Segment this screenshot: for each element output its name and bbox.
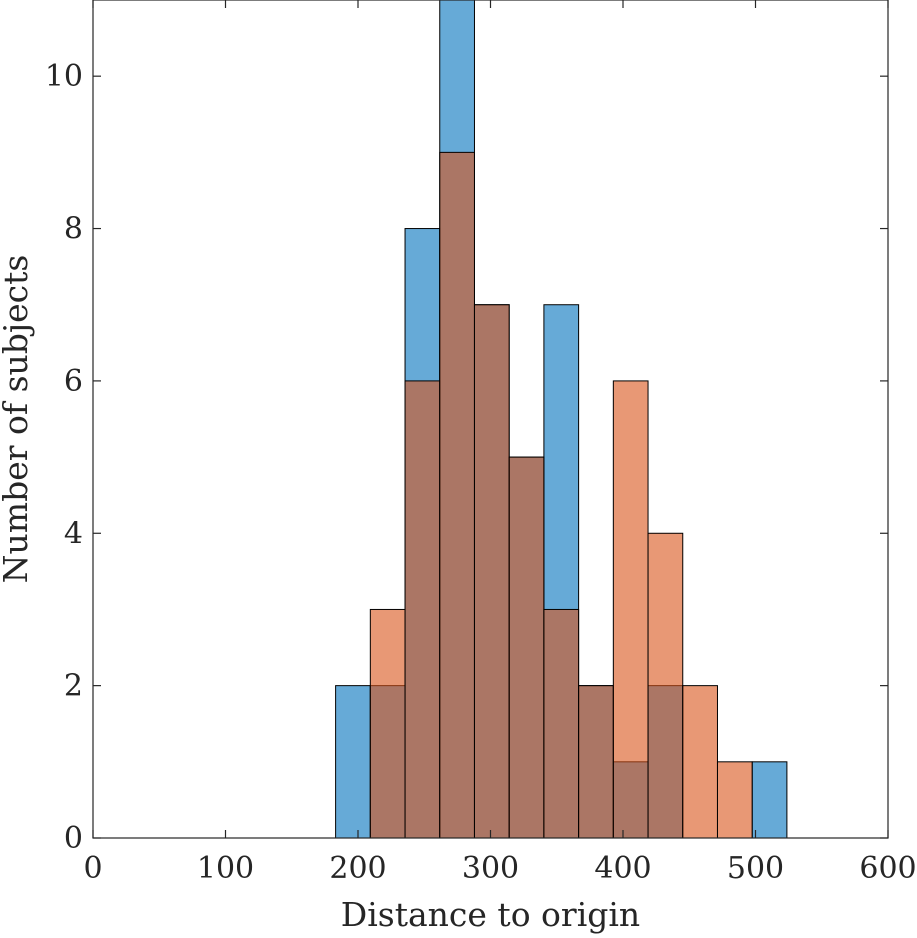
histogram-bar-series-2: [543, 608, 580, 839]
histogram-bar-series-2: [682, 685, 718, 839]
y-tick-label: 0: [64, 821, 83, 856]
bars-layer: [335, 0, 788, 839]
y-tick-label: 6: [64, 364, 83, 399]
x-tick-label: 400: [594, 851, 651, 886]
histogram-bar-series-2: [473, 304, 510, 839]
y-tick-label: 10: [45, 59, 83, 94]
x-tick-label: 500: [727, 851, 784, 886]
x-tick-labels: 0 100 200 300 400 500 600: [83, 851, 916, 886]
y-tick-labels: 0 2 4 6 8 10: [45, 59, 83, 856]
y-tick-label: 4: [64, 516, 83, 551]
histogram-bar-series-2: [647, 532, 684, 839]
x-tick-label: 300: [462, 851, 519, 886]
x-tick-label: 200: [329, 851, 386, 886]
histogram-bar-series-2: [578, 685, 614, 839]
y-tick-label: 8: [64, 212, 83, 247]
x-tick-label: 0: [83, 851, 102, 886]
histogram-bar-series-2: [716, 761, 753, 839]
histogram-bar-series-2: [612, 380, 649, 839]
histogram-bar-series-1: [335, 685, 371, 839]
histogram-bar-series-2: [508, 456, 545, 839]
histogram-bar-series-2: [369, 608, 406, 839]
histogram-bar-series-2: [404, 380, 441, 839]
y-axis-label: Number of subjects: [0, 255, 35, 584]
x-tick-label: 600: [859, 851, 916, 886]
histogram-bar-series-2: [439, 151, 475, 839]
x-tick-label: 100: [197, 851, 254, 886]
histogram-bar-series-1: [751, 761, 788, 839]
x-axis-label: Distance to origin: [341, 895, 640, 934]
axes-box: [92, 0, 889, 839]
y-tick-label: 2: [64, 669, 83, 704]
